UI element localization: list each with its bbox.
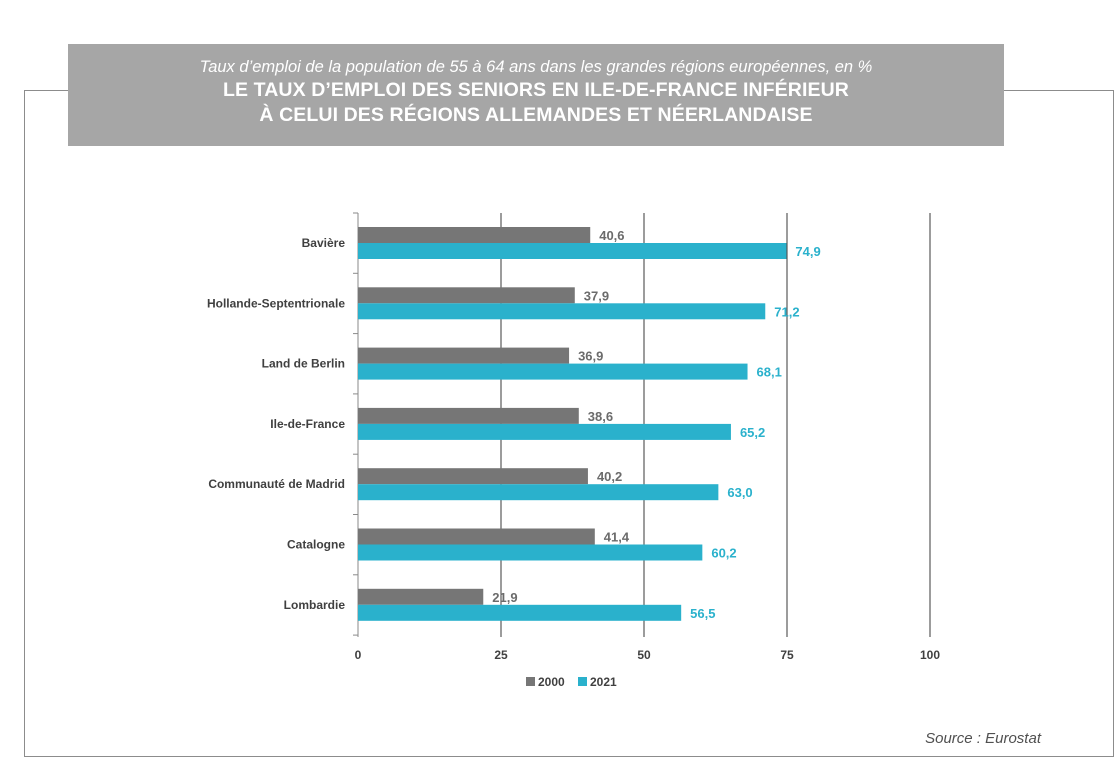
legend-swatch-2021	[578, 677, 587, 686]
bar-2000	[358, 588, 484, 605]
x-tick-label-25: 25	[494, 648, 508, 662]
data-label-2021: 63,0	[727, 485, 752, 500]
category-label: Lombardie	[284, 598, 346, 612]
category-label: Land de Berlin	[262, 357, 345, 371]
bar-2021	[358, 484, 719, 501]
legend-label-2021: 2021	[590, 675, 617, 689]
data-label-2021: 60,2	[711, 546, 736, 561]
bar-2000	[358, 347, 570, 364]
chart-title-line-2: À CELUI DES RÉGIONS ALLEMANDES ET NÉERLA…	[259, 104, 813, 126]
chart-header: Taux d’emploi de la population de 55 à 6…	[68, 44, 1004, 146]
data-label-2000: 40,6	[599, 228, 624, 243]
x-tick-label-75: 75	[780, 648, 794, 662]
category-label: Bavière	[302, 236, 346, 250]
x-tick-label-0: 0	[355, 648, 362, 662]
chart-title-line-1: LE TAUX D’EMPLOI DES SENIORS EN ILE-DE-F…	[223, 79, 849, 101]
data-label-2000: 41,4	[604, 530, 630, 545]
data-label-2000: 21,9	[492, 590, 517, 605]
legend-swatch-2000	[526, 677, 535, 686]
legend-label-2000: 2000	[538, 675, 565, 689]
data-label-2000: 38,6	[588, 409, 613, 424]
category-label: Ile-de-France	[270, 417, 345, 431]
bar-2000	[358, 227, 591, 243]
bar-2021	[358, 243, 787, 259]
data-label-2021: 68,1	[757, 365, 782, 380]
bar-2021	[358, 604, 682, 621]
bar-2000	[358, 468, 588, 485]
data-label-2021: 65,2	[740, 425, 765, 440]
data-label-2021: 74,9	[795, 244, 820, 259]
category-label: Catalogne	[287, 538, 345, 552]
bar-2000	[358, 287, 575, 304]
source-note: Source : Eurostat	[925, 730, 1041, 747]
data-label-2000: 37,9	[584, 288, 609, 303]
data-label-2021: 71,2	[774, 304, 799, 319]
chart-subtitle: Taux d’emploi de la population de 55 à 6…	[199, 58, 873, 76]
data-label-2000: 36,9	[578, 349, 603, 364]
bar-2000	[358, 528, 595, 545]
x-tick-label-100: 100	[920, 648, 940, 662]
category-label: Hollande-Septentrionale	[207, 296, 345, 310]
bar-2021	[358, 544, 703, 561]
bar-2021	[358, 363, 748, 380]
bar-2021	[358, 423, 731, 440]
data-label-2000: 40,2	[597, 469, 622, 484]
category-label: Communauté de Madrid	[208, 477, 345, 491]
data-label-2021: 56,5	[690, 606, 715, 621]
bar-2021	[358, 303, 766, 320]
bar-2000	[358, 407, 579, 424]
x-tick-label-50: 50	[637, 648, 651, 662]
